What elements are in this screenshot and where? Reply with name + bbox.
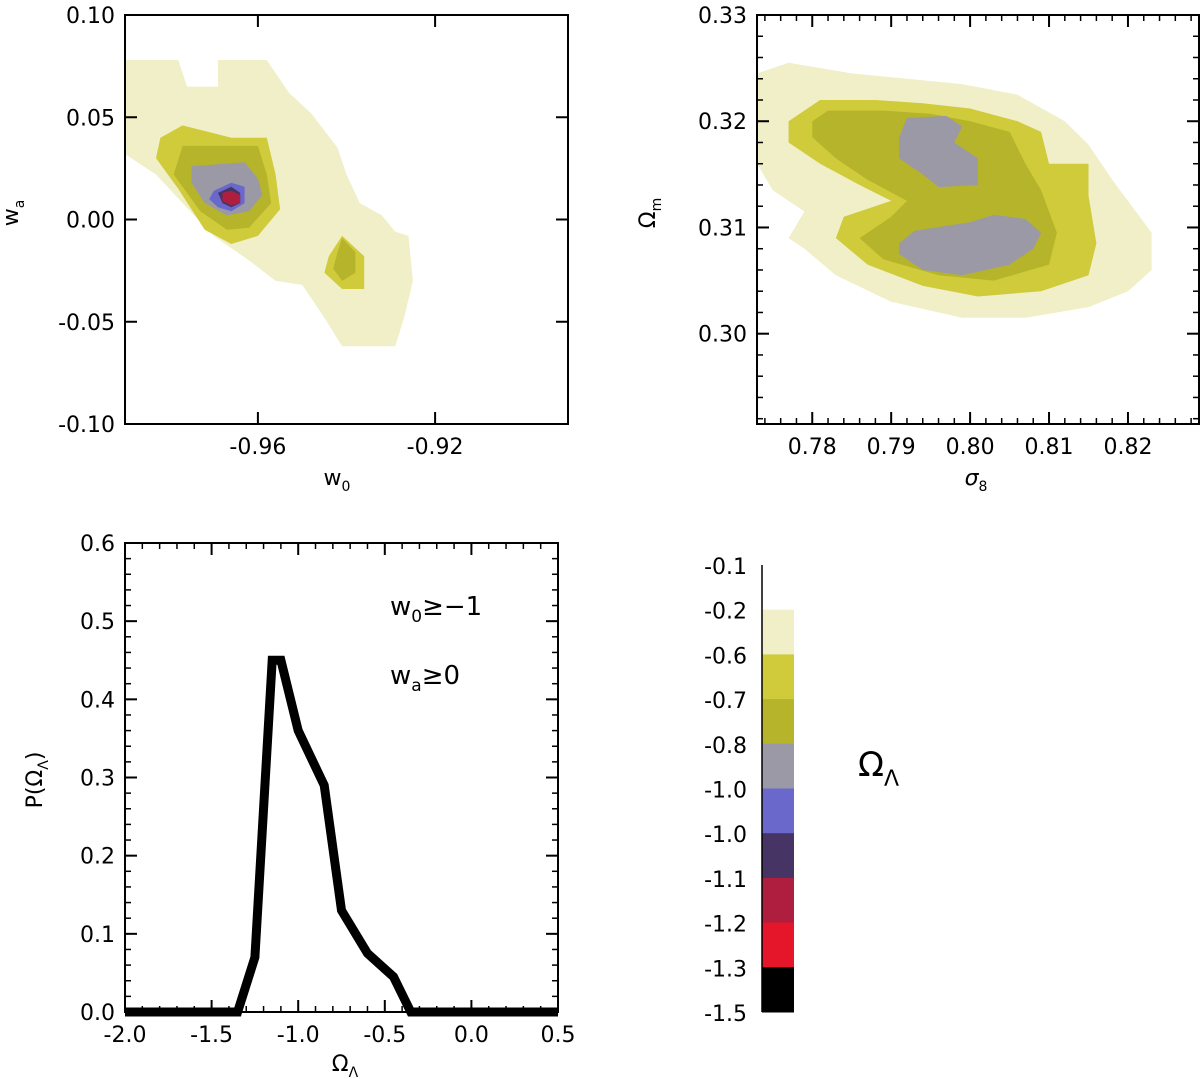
y-axis-label: P(ΩΛ) xyxy=(23,752,52,809)
pdf-line xyxy=(125,655,558,1017)
y-tick-label: 0.32 xyxy=(698,110,747,135)
annotation-w0-constraint: w0≥−1 xyxy=(390,592,482,627)
colorbar-tick-label: -0.8 xyxy=(704,734,747,759)
x-axis-label: ΩΛ xyxy=(332,1052,359,1079)
colorbar-swatch-c6 xyxy=(762,833,794,879)
x-tick-label: -0.5 xyxy=(363,1023,406,1048)
x-tick-label: 0.82 xyxy=(1103,435,1152,460)
axes: -2.0 -1.5 -1.0 -0.5 0.0 0.5 0.0 0.1 0.2 0.3 0.4 0.5… xyxy=(80,532,576,1048)
colorbar-title: ΩΛ xyxy=(858,745,899,792)
colorbar-swatch-c1 xyxy=(762,609,794,655)
axes: 0.78 0.79 0.80 0.81 0.82 0.30 0.31 0.32 0.33 xyxy=(698,4,1200,460)
colorbar-tick-label: -1.5 xyxy=(704,1002,747,1027)
colorbar-tick-label: -0.1 xyxy=(704,555,747,580)
y-tick-label: -0.05 xyxy=(58,311,115,336)
x-axis-label: σ8 xyxy=(965,466,988,495)
x-tick-label: -0.92 xyxy=(407,435,464,460)
annotation-wa-constraint: wa≥0 xyxy=(390,661,460,696)
x-tick-label: -1.5 xyxy=(190,1023,233,1048)
colorbar-swatches: -0.1 -0.2 -0.6 -0.7 -0.8 -1.0 -1.0 -1.1 -1.2 -1.3… xyxy=(704,555,794,1027)
x-tick-label: 0.80 xyxy=(946,435,995,460)
x-tick-label: 0.0 xyxy=(454,1023,489,1048)
plot-frame xyxy=(124,542,559,1013)
colorbar-tick-label: -0.2 xyxy=(704,600,747,625)
y-tick-label: 0.05 xyxy=(66,106,115,131)
y-tick-label: 0.6 xyxy=(80,532,115,557)
colorbar-swatch-c5 xyxy=(762,788,794,834)
y-tick-label: 0.3 xyxy=(80,767,115,792)
contour-region-c3 xyxy=(333,237,356,281)
y-axis-label: Ωm xyxy=(636,198,665,228)
y-tick-label: 0.31 xyxy=(698,216,747,241)
contour-region-c7 xyxy=(222,190,241,206)
contour-fills xyxy=(757,62,1152,318)
colorbar-tick-label: -1.0 xyxy=(704,823,747,848)
x-tick-label: 0.5 xyxy=(541,1023,576,1048)
y-tick-label: 0.00 xyxy=(66,209,115,234)
plot-frame xyxy=(756,14,1200,425)
x-tick-label: 0.79 xyxy=(867,435,916,460)
y-tick-label: 0.4 xyxy=(80,688,115,713)
y-tick-label: 0.33 xyxy=(698,4,747,29)
colorbar: -0.1 -0.2 -0.6 -0.7 -0.8 -1.0 -1.0 -1.1 -1.2 -1.3… xyxy=(704,555,899,1027)
y-tick-label: 0.5 xyxy=(80,610,115,635)
contour-fills xyxy=(125,60,413,347)
x-tick-label: -2.0 xyxy=(104,1023,147,1048)
y-tick-label: 0.10 xyxy=(66,4,115,29)
colorbar-tick-label: -1.2 xyxy=(704,913,747,938)
contour-region-c4 xyxy=(899,214,1042,276)
x-tick-label: -1.0 xyxy=(277,1023,320,1048)
colorbar-tick-label: -0.6 xyxy=(704,644,747,669)
colorbar-swatch-c3 xyxy=(762,699,794,745)
y-tick-label: 0.30 xyxy=(698,323,747,348)
axes: -0.96 -0.92 -0.10 -0.05 0.00 0.05 0.10 xyxy=(58,4,569,460)
colorbar-tick-label: -1.0 xyxy=(704,779,747,804)
colorbar-tick-label: -0.7 xyxy=(704,689,747,714)
y-tick-label: 0.1 xyxy=(80,923,115,948)
x-axis-label: w0 xyxy=(324,466,351,495)
x-tick-label: 0.81 xyxy=(1025,435,1074,460)
colorbar-swatch-c7 xyxy=(762,877,794,924)
colorbar-swatch-c9 xyxy=(762,967,794,1013)
colorbar-swatch-c4 xyxy=(762,743,794,789)
colorbar-tick-label: -1.3 xyxy=(704,957,747,982)
panel-w0-wa: -0.96 -0.92 -0.10 -0.05 0.00 0.05 0.10 w0 wa xyxy=(0,4,569,495)
x-tick-label: 0.78 xyxy=(788,435,837,460)
x-tick-label: -0.96 xyxy=(229,435,286,460)
panel-sigma8-omegam: 0.78 0.79 0.80 0.81 0.820.300.310.320.33 σ8 … xyxy=(636,4,1200,495)
y-axis-label: wa xyxy=(0,200,28,227)
colorbar-tick-label: -1.1 xyxy=(704,868,747,893)
contour-region-c4 xyxy=(899,115,978,188)
colorbar-swatch-c8 xyxy=(762,922,794,968)
y-tick-label: -0.10 xyxy=(58,413,115,438)
y-tick-label: 0.0 xyxy=(80,1001,115,1026)
y-tick-label: 0.2 xyxy=(80,845,115,870)
panel-omega-lambda-pdf: -2.0 -1.5 -1.0 -0.5 0.0 0.5 0.0 0.1 0.2 0.3 0.4 0.5… xyxy=(23,532,576,1079)
colorbar-swatch-c2 xyxy=(762,654,794,700)
